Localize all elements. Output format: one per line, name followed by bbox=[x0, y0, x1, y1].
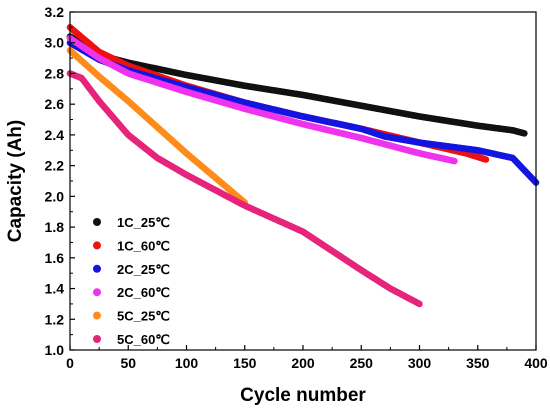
y-axis-title: Capacity (Ah) bbox=[5, 120, 26, 242]
legend-label: 2C_25℃ bbox=[117, 262, 170, 277]
y-tick-label: 3.2 bbox=[45, 4, 65, 20]
x-tick-label: 150 bbox=[233, 355, 257, 371]
x-tick-label: 300 bbox=[408, 355, 432, 371]
data-point bbox=[521, 130, 528, 137]
x-tick-label: 350 bbox=[466, 355, 490, 371]
legend-marker bbox=[93, 241, 101, 250]
legend-marker bbox=[93, 311, 101, 320]
legend-item: 2C_25℃ bbox=[93, 262, 170, 277]
legend-label: 5C_60℃ bbox=[117, 332, 170, 347]
legend-item: 1C_60℃ bbox=[93, 238, 170, 253]
legend-marker bbox=[93, 218, 101, 226]
ticks-layer: 0 50 100 150 200 250 300 350 400 1.0 1.2 1.4 1.6 1.8 2… bbox=[45, 4, 548, 371]
legend-label: 1C_25℃ bbox=[117, 215, 170, 230]
x-tick-label: 400 bbox=[524, 355, 548, 371]
data-point bbox=[482, 156, 490, 163]
legend-label: 2C_60℃ bbox=[117, 285, 170, 300]
y-tick-label: 3.0 bbox=[45, 35, 65, 51]
legend-item: 5C_25℃ bbox=[93, 309, 170, 324]
legend-item: 1C_25℃ bbox=[93, 215, 170, 230]
legend-marker bbox=[93, 335, 101, 343]
series-3 bbox=[66, 34, 458, 165]
legend-label: 5C_25℃ bbox=[117, 309, 170, 324]
y-tick-label: 2.8 bbox=[45, 65, 65, 81]
x-tick-label: 50 bbox=[120, 355, 136, 371]
x-tick-label: 100 bbox=[175, 355, 199, 371]
y-tick-label: 1.2 bbox=[45, 311, 65, 327]
y-tick-label: 2.2 bbox=[45, 158, 65, 174]
y-tick-label: 1.0 bbox=[45, 342, 65, 358]
legend-marker bbox=[93, 288, 101, 297]
y-tick-label: 2.0 bbox=[45, 188, 65, 204]
x-axis-title: Cycle number bbox=[240, 385, 366, 406]
legend-marker bbox=[93, 264, 101, 273]
x-tick-label: 0 bbox=[66, 355, 74, 371]
x-tick-label: 200 bbox=[291, 355, 315, 371]
y-tick-label: 1.4 bbox=[45, 281, 65, 297]
series-4 bbox=[66, 47, 249, 206]
y-tick-label: 1.6 bbox=[45, 250, 65, 266]
legend-item: 2C_60℃ bbox=[93, 285, 170, 300]
legend-item: 5C_60℃ bbox=[93, 332, 170, 347]
legend-label: 1C_60℃ bbox=[117, 238, 170, 253]
data-point bbox=[451, 157, 458, 165]
series-5 bbox=[66, 70, 423, 308]
y-tick-label: 2.4 bbox=[45, 127, 65, 143]
legend: 1C_25℃ 1C_60℃ 2C_25℃ 2C_60℃ 5C_25℃ 5C_60℃ bbox=[93, 215, 170, 347]
x-tick-label: 250 bbox=[350, 355, 374, 371]
y-tick-label: 1.8 bbox=[45, 219, 65, 235]
data-point bbox=[416, 300, 423, 308]
data-layer bbox=[66, 24, 540, 308]
y-tick-label: 2.6 bbox=[45, 96, 65, 112]
